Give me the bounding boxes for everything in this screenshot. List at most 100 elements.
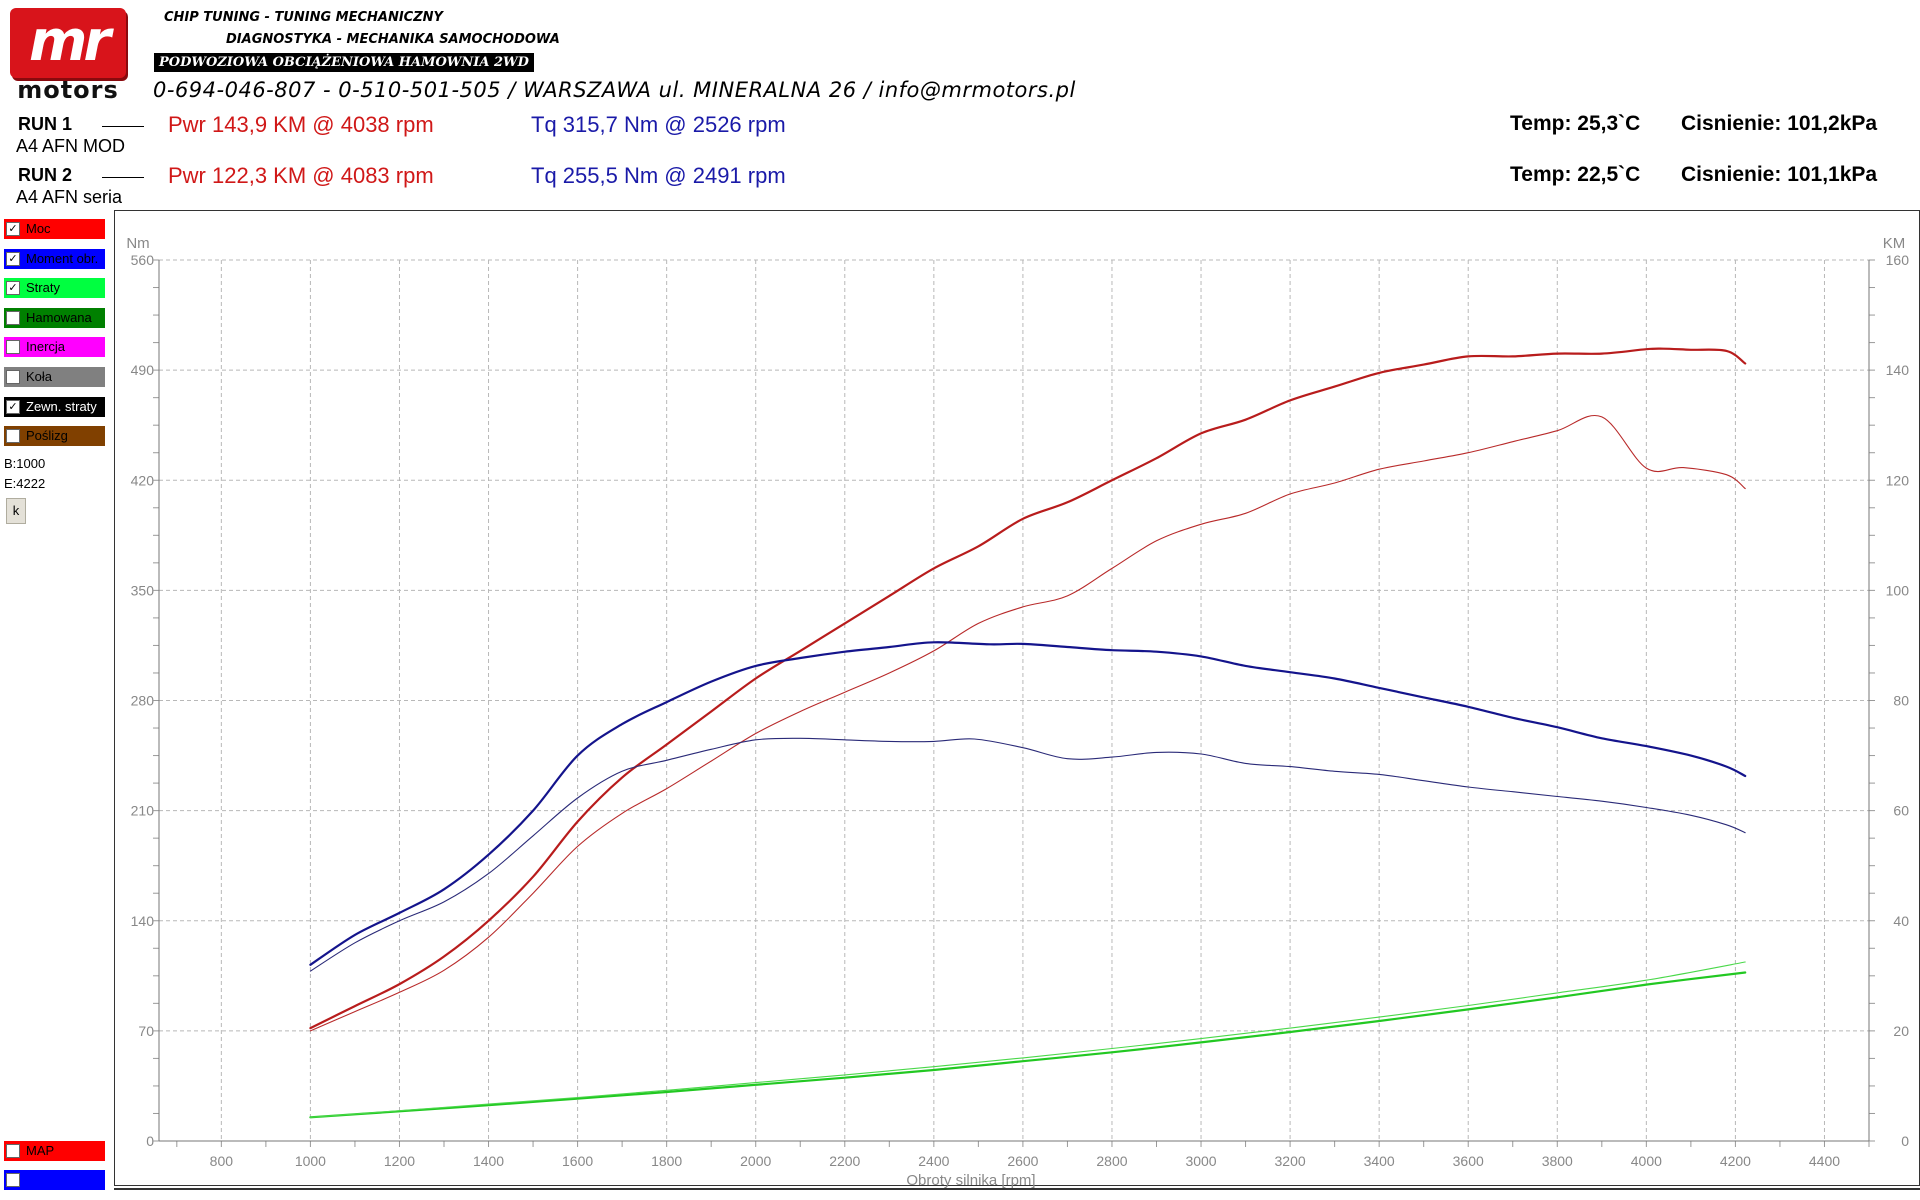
series-line-1 bbox=[309, 347, 1747, 1030]
x-tick-label: 2400 bbox=[918, 1153, 949, 1169]
x-tick-label: 3800 bbox=[1542, 1153, 1573, 1169]
legend-moc[interactable]: ✓ Moc bbox=[4, 219, 105, 239]
y-left-tick-label: 490 bbox=[131, 362, 155, 378]
k-button[interactable]: k bbox=[6, 498, 26, 524]
x-tick-label: 1800 bbox=[651, 1153, 682, 1169]
legend-hamowana[interactable]: Hamowana bbox=[4, 307, 105, 328]
legend-label: Hamowana bbox=[26, 309, 92, 325]
legend-checkbox[interactable]: ✓ bbox=[6, 222, 20, 236]
x-tick-label: 3200 bbox=[1275, 1153, 1306, 1169]
x-tick-label: 2000 bbox=[740, 1153, 771, 1169]
logo-mr-text: mr bbox=[29, 9, 111, 74]
x-tick-label: 3400 bbox=[1364, 1153, 1395, 1169]
y-left-tick-label: 0 bbox=[146, 1133, 154, 1149]
series-line-4 bbox=[309, 737, 1746, 972]
run-pressure: Cisnienie: 101,1kPa bbox=[1681, 163, 1878, 186]
legend-extra-1[interactable] bbox=[4, 1170, 105, 1190]
y-left-tick-label: 350 bbox=[131, 582, 155, 598]
run-line-sample bbox=[102, 126, 144, 127]
y-right-tick-label: 80 bbox=[1893, 693, 1909, 709]
legend-map[interactable]: MAP bbox=[4, 1141, 105, 1161]
run-car: A4 AFN MOD bbox=[16, 136, 126, 156]
series-line-3 bbox=[309, 641, 1747, 966]
x-axis-title: Obroty silnika [rpm] bbox=[906, 1172, 1035, 1189]
begin-rpm-label: B:1000 bbox=[4, 456, 46, 471]
x-tick-label: 2600 bbox=[1007, 1153, 1038, 1169]
run-line-sample bbox=[102, 177, 144, 178]
series-line-2 bbox=[309, 414, 1746, 1032]
run-torque: Tq 315,7 Nm @ 2526 rpm bbox=[531, 112, 786, 137]
header-contact-line: 0-694-046-807 - 0-510-501-505 / WARSZAWA… bbox=[153, 78, 1076, 102]
y-right-tick-label: 100 bbox=[1886, 582, 1910, 598]
x-tick-label: 3600 bbox=[1453, 1153, 1484, 1169]
y-left-tick-label: 560 bbox=[131, 252, 155, 268]
x-tick-label: 2800 bbox=[1096, 1153, 1127, 1169]
y-right-tick-label: 120 bbox=[1886, 472, 1910, 488]
run-title: RUN 1 bbox=[18, 114, 73, 134]
x-tick-label: 3000 bbox=[1185, 1153, 1216, 1169]
y-right-tick-label: 0 bbox=[1901, 1133, 1909, 1149]
run-temperature: Temp: 25,3`C bbox=[1510, 112, 1641, 135]
mr-motors-logo: mr motors bbox=[10, 8, 126, 102]
x-tick-label: 4000 bbox=[1631, 1153, 1662, 1169]
legend-checkbox[interactable] bbox=[6, 1173, 20, 1187]
header-line-diagnostics: DIAGNOSTYKA - MECHANIKA SAMOCHODOWA bbox=[226, 32, 560, 47]
legend-label: Koła bbox=[26, 369, 53, 384]
legend-zewn-straty[interactable]: ✓ Zewn. straty bbox=[4, 396, 105, 417]
x-tick-label: 1200 bbox=[384, 1153, 415, 1169]
y-left-tick-label: 420 bbox=[131, 472, 155, 488]
legend-label: MAP bbox=[26, 1143, 55, 1158]
logo-motors-text: motors bbox=[17, 76, 119, 104]
legend-inercja[interactable]: Inercja bbox=[4, 337, 105, 358]
logo-badge bbox=[10, 8, 126, 78]
end-rpm-label: E:4222 bbox=[4, 476, 46, 491]
dyno-chart-svg: 800 1000 1200 1400 1600 1800 2000 2200 2400 2600 2… bbox=[114, 210, 1920, 1190]
y-left-tick-label: 70 bbox=[138, 1023, 154, 1039]
y-right-tick-label: 60 bbox=[1893, 803, 1909, 819]
header-line-chip-tuning: CHIP TUNING - TUNING MECHANICZNY bbox=[164, 10, 443, 25]
y-right-tick-label: 20 bbox=[1893, 1023, 1909, 1039]
x-tick-label: 1000 bbox=[295, 1153, 326, 1169]
header-line-dyno: PODWOZIOWA OBCIĄŻENIOWA HAMOWNIA 2WD bbox=[154, 53, 534, 72]
legend-checkbox[interactable] bbox=[6, 310, 20, 325]
y-right-tick-label: 40 bbox=[1893, 913, 1909, 929]
legend-koła[interactable]: Koła bbox=[4, 367, 105, 387]
legend-checkbox[interactable]: ✓ bbox=[6, 251, 20, 266]
y-left-tick-label: 140 bbox=[131, 913, 155, 929]
legend-label: Moment obr. bbox=[26, 250, 99, 266]
run-title: RUN 2 bbox=[18, 165, 73, 185]
series-line-5 bbox=[309, 971, 1747, 1119]
chart-frame bbox=[114, 210, 1920, 1186]
legend-checkbox[interactable] bbox=[6, 370, 20, 384]
y-right-axis-title: KM bbox=[1883, 235, 1906, 252]
legend-checkbox[interactable]: ✓ bbox=[6, 399, 20, 414]
x-tick-label: 1400 bbox=[473, 1153, 504, 1169]
legend-poślizg[interactable]: Poślizg bbox=[4, 426, 105, 447]
legend-label: Inercja bbox=[26, 339, 66, 355]
legend-checkbox[interactable] bbox=[6, 340, 20, 355]
x-tick-label: 2200 bbox=[829, 1153, 860, 1169]
run-temperature: Temp: 22,5`C bbox=[1510, 163, 1641, 186]
run-torque: Tq 255,5 Nm @ 2491 rpm bbox=[531, 163, 786, 188]
legend-checkbox[interactable]: ✓ bbox=[6, 281, 20, 296]
run-power: Pwr 143,9 KM @ 4038 rpm bbox=[168, 112, 434, 137]
series-line-6 bbox=[309, 961, 1746, 1118]
legend-checkbox[interactable] bbox=[6, 429, 20, 444]
legend-moment-obr-[interactable]: ✓ Moment obr. bbox=[4, 248, 105, 269]
x-tick-label: 4200 bbox=[1720, 1153, 1751, 1169]
run-car: A4 AFN seria bbox=[16, 187, 123, 207]
x-tick-label: 800 bbox=[210, 1153, 234, 1169]
legend-checkbox[interactable] bbox=[6, 1144, 20, 1158]
run-power: Pwr 122,3 KM @ 4083 rpm bbox=[168, 163, 434, 188]
y-left-tick-label: 280 bbox=[131, 693, 155, 709]
legend-straty[interactable]: ✓ Straty bbox=[4, 278, 105, 299]
legend-label: Straty bbox=[26, 280, 60, 296]
dyno-chart: 800 1000 1200 1400 1600 1800 2000 2200 2400 2600 2… bbox=[114, 210, 1920, 1200]
x-tick-label: 1600 bbox=[562, 1153, 593, 1169]
y-right-tick-label: 160 bbox=[1886, 252, 1910, 268]
legend-label: Zewn. straty bbox=[26, 398, 97, 414]
y-left-tick-label: 210 bbox=[131, 803, 155, 819]
legend-label: Moc bbox=[26, 221, 51, 236]
y-right-tick-label: 140 bbox=[1886, 362, 1910, 378]
run-pressure: Cisnienie: 101,2kPa bbox=[1681, 112, 1878, 135]
